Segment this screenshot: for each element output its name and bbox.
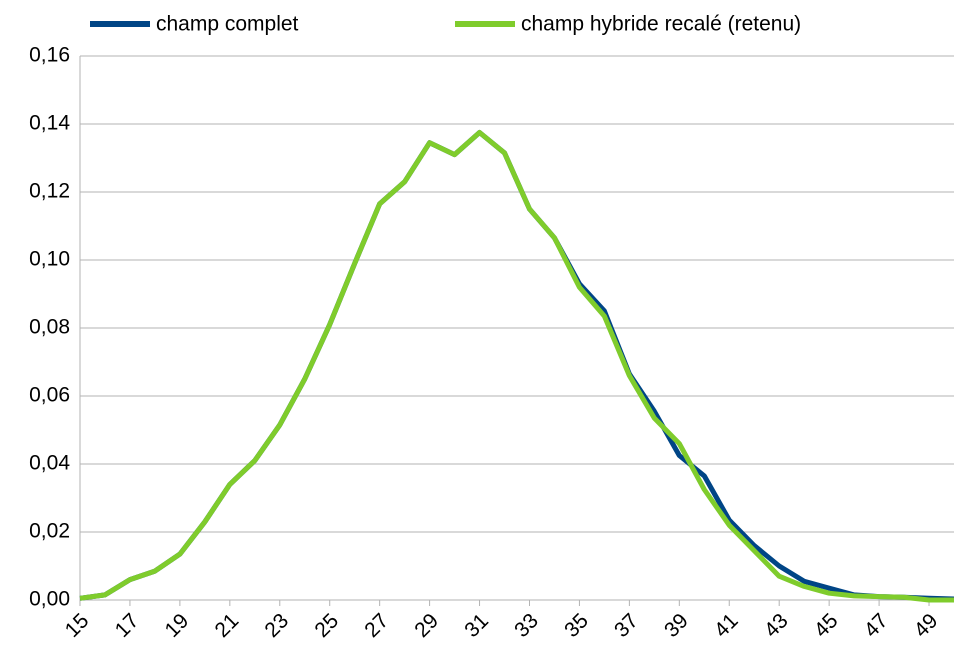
line	[79, 130, 954, 602]
x-tick-label: 33	[510, 609, 543, 642]
legend-label: champ hybride recalé (retenu)	[521, 13, 801, 36]
x-tick-label: 19	[161, 609, 194, 642]
x-tick-label: 49	[910, 609, 943, 642]
x-tick-label: 25	[310, 609, 343, 642]
y-tick-label: 0,02	[29, 520, 70, 543]
x-tick-label: 45	[810, 609, 843, 642]
x-tick-label: 23	[260, 609, 293, 642]
x-tick-label: 35	[560, 609, 593, 642]
x-tick-label: 17	[111, 609, 144, 642]
line	[79, 130, 954, 603]
legend-label: champ complet	[156, 13, 299, 36]
x-tick-label: 47	[860, 609, 893, 642]
y-tick-label: 0,16	[29, 44, 70, 67]
x-tick-label: 37	[610, 609, 643, 642]
x-tick-label: 27	[360, 609, 393, 642]
y-tick-label: 0,10	[29, 248, 70, 271]
x-tick-label: 29	[410, 609, 443, 642]
x-tick-label: 21	[211, 609, 244, 642]
y-tick-label: 0,12	[29, 180, 70, 203]
y-tick-label: 0,14	[29, 112, 70, 135]
y-tick-label: 0,00	[29, 588, 70, 611]
x-tick-label: 31	[460, 609, 493, 642]
y-tick-label: 0,04	[29, 452, 70, 475]
y-tick-label: 0,08	[29, 316, 70, 339]
x-tick-label: 41	[710, 609, 743, 642]
y-tick-label: 0,06	[29, 384, 70, 407]
x-tick-label: 39	[660, 609, 693, 642]
x-tick-label: 43	[760, 609, 793, 642]
x-tick-label: 15	[61, 609, 94, 642]
